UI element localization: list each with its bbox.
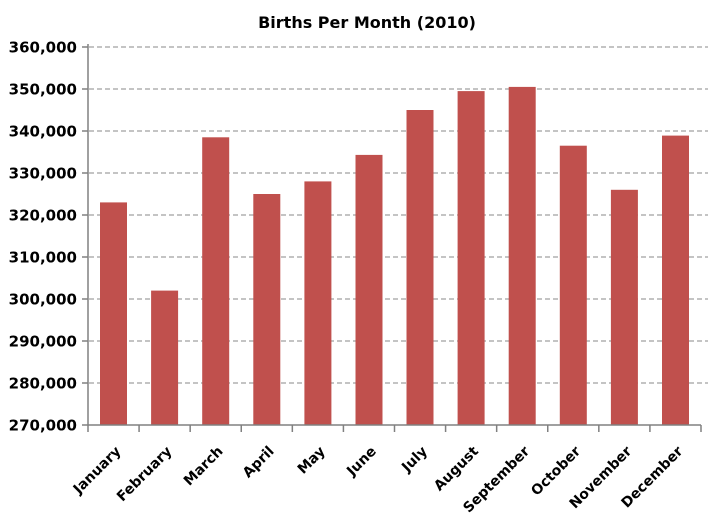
y-tick-label: 280,000 [9,375,77,393]
bar-october [559,145,587,425]
y-tick-label: 270,000 [9,417,77,435]
bar-january [100,202,127,425]
bar-april [253,194,281,425]
y-tick-label: 340,000 [9,123,77,141]
bar-july [406,110,434,425]
x-label-february: February [114,444,175,505]
bar-may [304,181,332,425]
bar-june [355,154,383,425]
y-tick-label: 320,000 [9,207,77,225]
y-tick-label: 360,000 [9,39,77,57]
x-label-july: July [398,444,431,477]
y-tick-label: 350,000 [9,81,77,99]
x-label-april: April [240,444,278,482]
y-tick-label: 290,000 [9,333,77,351]
bar-september [508,86,536,426]
x-label-march: March [181,444,227,490]
bar-august [457,91,485,425]
x-label-june: June [343,444,380,481]
bar-february [151,290,179,425]
x-label-august: August [431,443,482,494]
y-tick-label: 330,000 [9,165,77,183]
x-label-january: January [70,444,125,499]
x-label-may: May [295,444,329,478]
bar-march [202,137,230,426]
bar-december [662,135,689,425]
bar-november [610,189,638,425]
y-tick-label: 310,000 [9,249,77,267]
y-tick-label: 300,000 [9,291,77,309]
chart-title: Births Per Month (2010) [258,13,476,32]
